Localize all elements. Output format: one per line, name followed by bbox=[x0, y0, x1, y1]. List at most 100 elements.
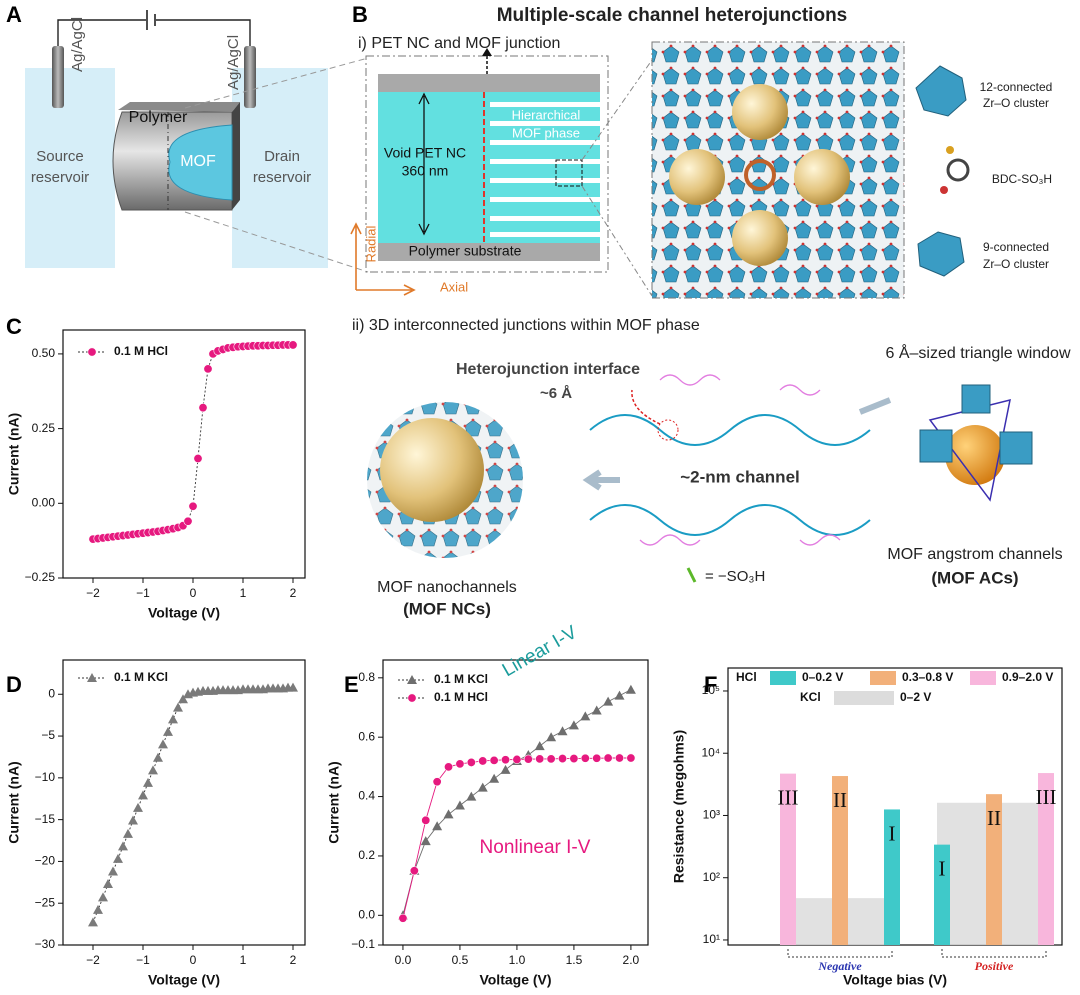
bar-label: I bbox=[889, 821, 896, 845]
x-tick-label: 0 bbox=[190, 953, 197, 967]
data-point bbox=[443, 809, 454, 819]
interface-marker bbox=[657, 419, 679, 441]
substrate-label: Polymer substrate bbox=[409, 243, 522, 259]
x-tick-label: 2 bbox=[290, 953, 297, 967]
ac-label: MOF angstrom channels bbox=[887, 546, 1062, 563]
data-point bbox=[557, 726, 568, 736]
y-tick-label: 0.25 bbox=[32, 421, 56, 435]
y-axis-label: Current (nA) bbox=[6, 413, 22, 495]
interface-size: ~6 Å bbox=[540, 385, 572, 402]
legend-label: 0.1 M HCl bbox=[114, 344, 168, 358]
bar bbox=[986, 794, 1002, 945]
polymer-label: Polymer bbox=[129, 109, 188, 126]
bar-label: II bbox=[987, 806, 1001, 830]
panel-b-illustration: Multiple-scale channel heterojunctions i… bbox=[350, 5, 1053, 299]
cluster-label: 12-connected bbox=[980, 80, 1053, 94]
data-point bbox=[148, 765, 158, 775]
polymer-wall bbox=[378, 74, 600, 92]
zoom-line bbox=[184, 211, 369, 273]
y-tick-label: −5 bbox=[41, 728, 55, 742]
category-label: Positive bbox=[975, 959, 1014, 973]
data-point bbox=[580, 753, 590, 763]
panel-label: F bbox=[704, 672, 717, 697]
x-axis-label: Voltage (V) bbox=[479, 972, 551, 988]
data-point bbox=[591, 705, 602, 715]
bar-label: III bbox=[1036, 785, 1057, 809]
source-label: reservoir bbox=[31, 169, 89, 186]
category-label: Negative bbox=[817, 959, 862, 973]
y-tick-label: 10¹ bbox=[703, 932, 720, 946]
electrode bbox=[244, 46, 256, 108]
y-tick-label: 10² bbox=[703, 870, 720, 884]
wire bbox=[57, 19, 251, 48]
y-tick-label: 0.6 bbox=[358, 729, 375, 743]
data-point bbox=[500, 764, 511, 774]
data-point bbox=[615, 753, 625, 763]
plot-frame bbox=[62, 329, 306, 579]
bar-label: III bbox=[778, 785, 799, 809]
data-point bbox=[614, 690, 625, 700]
arrow bbox=[582, 469, 620, 491]
sulfonate-symbol bbox=[686, 567, 697, 583]
zoom-line bbox=[581, 185, 653, 297]
data-point bbox=[477, 782, 488, 792]
polymer-coils bbox=[639, 374, 841, 546]
y-tick-label: −20 bbox=[35, 854, 56, 868]
bar bbox=[832, 776, 848, 945]
category-bracket bbox=[787, 949, 893, 958]
section-title: i) PET NC and MOF junction bbox=[358, 35, 560, 52]
size-arrow bbox=[418, 92, 430, 236]
x-tick-label: 1.0 bbox=[509, 953, 526, 967]
x-tick-label: 1.5 bbox=[566, 953, 583, 967]
data-point bbox=[183, 516, 193, 526]
bar bbox=[1038, 773, 1054, 945]
data-point bbox=[625, 684, 636, 694]
x-tick-label: 0.0 bbox=[395, 953, 412, 967]
mof-phase-label: Hierarchical bbox=[512, 107, 581, 122]
bar bbox=[934, 844, 950, 945]
polymer-wall bbox=[378, 243, 600, 261]
data-point bbox=[288, 340, 298, 350]
x-tick-label: 2.0 bbox=[623, 953, 640, 967]
electrode-label: Ag/AgCl bbox=[69, 17, 86, 72]
data-point bbox=[626, 753, 636, 763]
data-point bbox=[118, 841, 128, 851]
cage bbox=[669, 149, 725, 205]
data-point bbox=[535, 754, 545, 764]
linker-label: BDC-SO₃H bbox=[992, 172, 1052, 186]
data-point bbox=[123, 828, 133, 838]
cluster bbox=[999, 431, 1033, 465]
cluster-label: Zr–O cluster bbox=[983, 257, 1049, 271]
data-point bbox=[466, 757, 476, 767]
bar bbox=[780, 773, 796, 945]
x-tick-label: −2 bbox=[86, 953, 100, 967]
data-point bbox=[398, 913, 408, 923]
y-tick-label: −0.1 bbox=[351, 937, 375, 951]
y-axis-label: Resistance (megohms) bbox=[671, 730, 687, 883]
data-point bbox=[98, 892, 108, 902]
data-point bbox=[501, 755, 511, 765]
y-tick-label: 0.2 bbox=[358, 848, 375, 862]
panel-label: A bbox=[6, 2, 22, 27]
radial-label: Radial bbox=[363, 225, 378, 262]
data-point bbox=[421, 815, 431, 825]
data-point bbox=[558, 754, 568, 764]
data-point bbox=[138, 790, 148, 800]
data-point bbox=[168, 714, 178, 724]
polymer-side bbox=[232, 102, 240, 210]
drain-label: reservoir bbox=[253, 169, 311, 186]
data-point bbox=[113, 853, 123, 863]
x-tick-label: −1 bbox=[136, 953, 150, 967]
data-point bbox=[133, 802, 143, 812]
legend-swatch bbox=[870, 671, 896, 685]
data-point bbox=[478, 756, 488, 766]
panel-label: D bbox=[6, 672, 22, 697]
data-point bbox=[163, 726, 173, 736]
void-pet-nc bbox=[378, 92, 484, 243]
data-point bbox=[409, 866, 419, 876]
arrow-head bbox=[482, 48, 492, 56]
panel-label: E bbox=[344, 672, 359, 697]
x-tick-label: 2 bbox=[290, 586, 297, 600]
data-point bbox=[108, 866, 118, 876]
